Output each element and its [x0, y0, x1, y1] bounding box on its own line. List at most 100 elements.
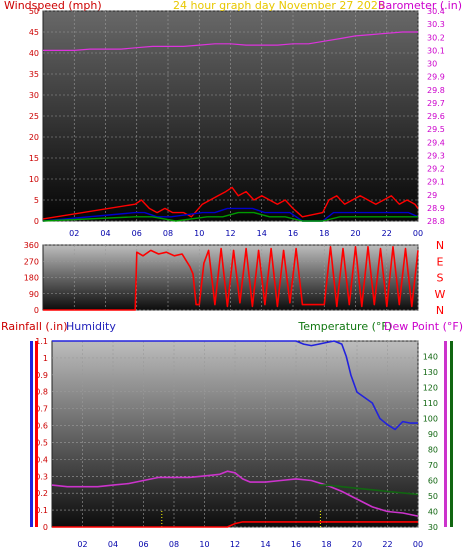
temperature-tick-label: 60 [428, 477, 438, 486]
direction-degree-label: 0 [34, 306, 39, 315]
series-wind-direction [43, 246, 419, 311]
barometer-tick-label: 29.5 [427, 125, 445, 134]
temperature-tick-label: 50 [428, 492, 438, 501]
windspeed-tick-label: 10 [29, 175, 39, 184]
rain-temp-series [51, 340, 419, 528]
temperature-tick-label: 100 [423, 415, 438, 424]
dewpoint-axis-bar [450, 341, 453, 527]
hour-tick-label: 06 [138, 540, 148, 549]
rainfall-axis-label: Rainfall (.in) [1, 320, 68, 333]
compass-label: S [437, 272, 444, 285]
series-barometer [43, 31, 418, 52]
hour-tick-label: 10 [199, 540, 209, 549]
rainfall-tick-label: 0.3 [35, 472, 48, 481]
rainfall-tick-label: 0.4 [35, 455, 48, 464]
barometer-axis-ticks: 28.8 28.9 29 29.1 29.2 29.3 29.4 29.5 29.6 29.7 29… [427, 7, 445, 226]
barometer-tick-label: 30 [427, 60, 437, 69]
series-dew-point [318, 484, 419, 496]
rainfall-tick-label: 0.1 [35, 506, 48, 515]
hour-tick-label: 02 [69, 229, 79, 238]
hour-tick-label: 20 [352, 540, 362, 549]
barometer-tick-label: 29.6 [427, 112, 445, 121]
temperature-axis-ticks: 30 40 50 60 70 80 90 100 110 120 130 140 [423, 353, 438, 533]
temperature-tick-label: 110 [423, 399, 438, 408]
temperature-tick-label: 30 [428, 523, 438, 532]
windspeed-tick-label: 40 [29, 49, 39, 58]
hour-tick-label: 22 [382, 540, 392, 549]
hour-tick-label: 06 [132, 229, 142, 238]
hour-tick-label: 00 [413, 229, 423, 238]
rainfall-tick-label: 0.5 [35, 438, 48, 447]
barometer-tick-label: 30.4 [427, 7, 445, 16]
hour-tick-label: 02 [77, 540, 87, 549]
rainfall-tick-label: 0.8 [35, 388, 48, 397]
temperature-axis-label: Temperature (°F) [297, 320, 392, 333]
hour-tick-label: 00 [413, 540, 423, 549]
barometer-tick-label: 29.9 [427, 73, 445, 82]
series-rainfall [52, 521, 418, 528]
hour-tick-label: 14 [260, 540, 270, 549]
compass-label: N [436, 304, 444, 317]
hour-tick-label: 16 [291, 540, 301, 549]
hour-tick-label: 08 [163, 229, 173, 238]
temperature-tick-label: 40 [428, 508, 438, 517]
hour-tick-label: 10 [194, 229, 204, 238]
hour-tick-label: 04 [108, 540, 118, 549]
windspeed-tick-label: 0 [34, 217, 39, 226]
barometer-tick-label: 30.1 [427, 46, 445, 55]
wind-axis-ticks: 0 5 10 15 20 25 30 35 40 45 50 [29, 7, 39, 226]
rainfall-tick-label: 1 [43, 354, 48, 363]
hour-tick-label: 16 [288, 229, 298, 238]
barometer-tick-label: 29.1 [427, 178, 445, 187]
dewpoint-axis-label: Dew Point (°F) [384, 320, 463, 333]
temperature-tick-label: 90 [428, 430, 438, 439]
compass-label: E [437, 255, 444, 268]
hour-tick-label: 22 [382, 229, 392, 238]
series-temperature [51, 470, 419, 517]
wind-direction-degree-ticks: 0 90 180 270 360 [24, 241, 39, 315]
barometer-tick-label: 29.4 [427, 138, 445, 147]
hour-tick-label: 14 [257, 229, 267, 238]
humidity-axis-bar [30, 341, 33, 527]
windspeed-tick-label: 30 [29, 91, 39, 100]
temperature-tick-label: 70 [428, 461, 438, 470]
wind-baro-grid [43, 10, 419, 222]
hour-tick-label: 18 [319, 229, 329, 238]
series-windspeed-gust [42, 186, 419, 220]
wind-baro-x-ticks: 02 04 06 08 10 12 14 16 18 20 22 00 [69, 229, 423, 238]
series-windspeed-average [42, 211, 418, 222]
windspeed-tick-label: 35 [29, 70, 39, 79]
rainfall-tick-label: 0 [43, 523, 48, 532]
hour-tick-label: 20 [350, 229, 360, 238]
direction-degree-label: 360 [24, 241, 39, 250]
barometer-tick-label: 28.9 [427, 204, 445, 213]
temperature-tick-label: 120 [423, 384, 438, 393]
barometer-tick-label: 30.2 [427, 33, 445, 42]
wind-direction-series [43, 246, 419, 311]
rainfall-tick-label: 0.6 [35, 422, 48, 431]
temperature-tick-label: 130 [423, 368, 438, 377]
barometer-tick-label: 29.2 [427, 165, 445, 174]
windspeed-tick-label: 25 [29, 112, 39, 121]
barometer-tick-label: 29 [427, 191, 437, 200]
wind-baro-series [42, 31, 419, 222]
chart-title: 24 hour graph day November 27 2025 [173, 0, 385, 12]
hour-tick-label: 18 [321, 540, 331, 549]
compass-label: W [435, 288, 446, 301]
rainfall-tick-label: 1.1 [35, 337, 48, 346]
rain-temp-x-ticks: 02 04 06 08 10 12 14 16 18 20 22 00 [77, 540, 423, 549]
hour-tick-label: 12 [230, 540, 240, 549]
hour-tick-label: 12 [225, 229, 235, 238]
hour-tick-label: 08 [169, 540, 179, 549]
direction-degree-label: 180 [24, 274, 39, 283]
temperature-axis-bar [444, 341, 447, 527]
rainfall-tick-label: 0.7 [35, 405, 48, 414]
windspeed-tick-label: 20 [29, 133, 39, 142]
hour-tick-label: 04 [100, 229, 110, 238]
temperature-tick-label: 140 [423, 353, 438, 362]
temperature-tick-label: 80 [428, 446, 438, 455]
barometer-tick-label: 30.3 [427, 20, 445, 29]
barometer-tick-label: 29.8 [427, 86, 445, 95]
